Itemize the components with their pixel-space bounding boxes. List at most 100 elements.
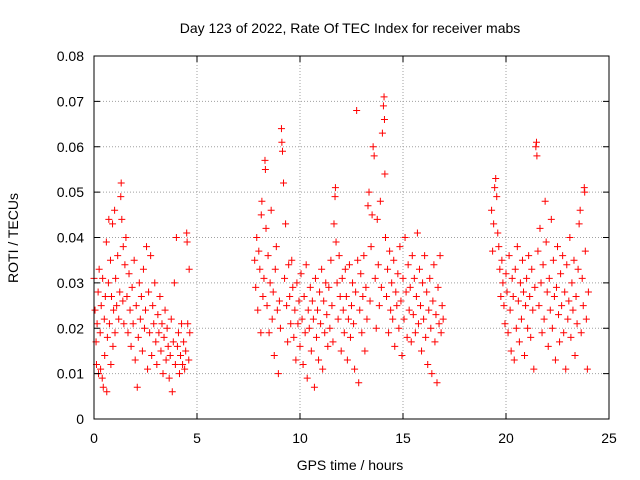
data-point <box>258 197 266 205</box>
data-point <box>488 206 496 214</box>
x-tick-labels: 0 5 10 15 20 25 <box>90 430 617 446</box>
data-point <box>320 297 328 305</box>
data-point <box>549 256 557 264</box>
data-point <box>128 283 136 291</box>
data-point <box>523 274 531 282</box>
data-point <box>531 283 539 291</box>
data-point <box>167 315 175 323</box>
data-point <box>539 261 547 269</box>
data-point <box>386 247 394 255</box>
data-point <box>329 338 337 346</box>
data-point <box>335 252 343 260</box>
y-tick-labels: 0 0.01 0.02 0.03 0.04 0.05 0.06 0.07 0.08 <box>57 48 84 427</box>
data-point <box>537 279 545 287</box>
data-point <box>117 193 125 201</box>
data-point <box>381 234 389 241</box>
data-point <box>433 379 441 387</box>
y-tick-label: 0.03 <box>57 275 84 291</box>
data-point <box>172 234 180 241</box>
data-point <box>287 320 295 328</box>
data-point <box>543 288 551 296</box>
data-point <box>334 315 342 323</box>
data-point <box>296 342 304 350</box>
x-tick-label: 25 <box>601 430 617 446</box>
data-point <box>174 329 182 337</box>
data-point <box>370 152 378 160</box>
data-point <box>294 320 302 328</box>
data-point <box>123 292 131 300</box>
data-point <box>158 320 166 328</box>
data-point <box>502 270 510 278</box>
data-point <box>178 320 186 328</box>
data-point <box>319 365 327 373</box>
data-point <box>565 297 573 305</box>
data-point <box>160 333 168 341</box>
data-point <box>491 184 499 192</box>
data-point <box>103 333 111 341</box>
data-point <box>421 252 429 260</box>
data-point <box>384 265 392 273</box>
data-point <box>311 274 319 282</box>
data-point <box>108 292 116 300</box>
data-point <box>114 252 122 260</box>
data-point <box>284 338 292 346</box>
data-point <box>269 288 277 296</box>
data-point <box>345 261 353 269</box>
data-point <box>339 306 347 314</box>
data-point <box>275 297 283 305</box>
data-point <box>582 315 590 323</box>
data-point <box>492 175 500 183</box>
data-point <box>306 283 314 291</box>
data-point <box>144 365 152 373</box>
data-point <box>369 143 377 151</box>
data-point <box>132 302 140 310</box>
data-point <box>139 265 147 273</box>
data-point <box>285 261 293 269</box>
data-point <box>315 356 323 364</box>
data-point <box>111 329 119 337</box>
data-point <box>274 370 282 378</box>
data-point <box>437 329 445 337</box>
y-tick-label: 0.02 <box>57 320 84 336</box>
data-point <box>506 306 514 314</box>
y-tick-label: 0.06 <box>57 139 84 155</box>
data-point <box>262 224 270 232</box>
y-tick-label: 0.08 <box>57 48 84 64</box>
data-point <box>564 315 572 323</box>
data-point <box>419 279 427 287</box>
data-point <box>125 270 133 278</box>
data-point <box>109 220 117 228</box>
data-point <box>143 243 151 251</box>
data-point <box>101 351 109 359</box>
data-point <box>571 351 579 359</box>
data-point <box>121 261 129 269</box>
data-point <box>261 156 269 164</box>
data-point <box>277 125 285 133</box>
data-point <box>366 297 374 305</box>
data-point <box>404 261 412 269</box>
data-point <box>331 193 339 201</box>
data-point <box>309 315 317 323</box>
data-point <box>263 302 271 310</box>
data-point <box>338 274 346 282</box>
data-point <box>323 311 331 319</box>
data-point <box>278 138 286 146</box>
data-point <box>113 302 121 310</box>
data-point <box>251 256 259 264</box>
data-point <box>524 324 532 332</box>
data-point <box>316 288 324 296</box>
data-point <box>169 338 177 346</box>
data-point <box>301 329 309 337</box>
data-point <box>136 315 144 323</box>
y-axis-label: ROTI / TECUs <box>5 193 21 283</box>
data-point <box>568 279 576 287</box>
data-point <box>535 302 543 310</box>
data-point <box>321 329 329 337</box>
data-point <box>122 234 130 241</box>
data-point <box>179 361 187 369</box>
data-point <box>281 274 289 282</box>
data-point <box>387 306 395 314</box>
data-point <box>495 243 503 251</box>
data-point <box>380 116 388 124</box>
y-tick-label: 0.05 <box>57 184 84 200</box>
